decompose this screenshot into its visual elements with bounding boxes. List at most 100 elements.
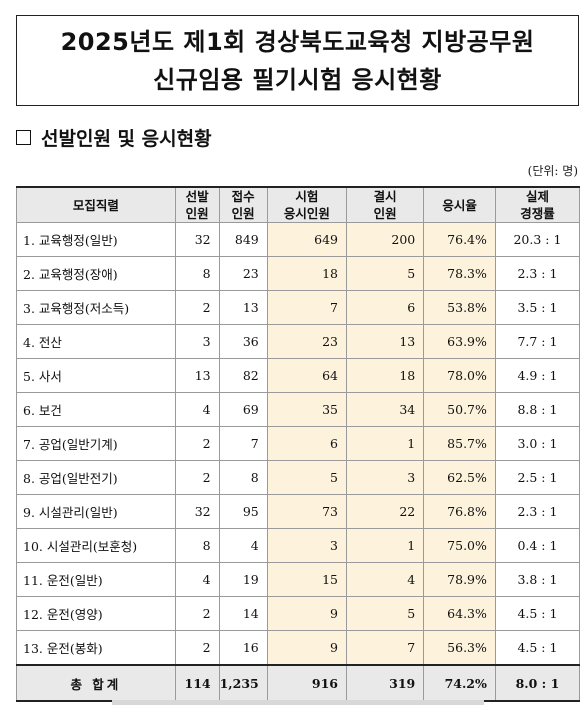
cell-job: 3. 교육행정(저소득) <box>16 290 176 325</box>
cell-selected: 32 <box>174 494 220 529</box>
cell-ratio: 3.0 : 1 <box>494 426 581 461</box>
title-line-2: 신규임용 필기시험 응시현황 <box>153 65 442 94</box>
cell-exam: 64 <box>266 358 347 393</box>
cell-job: 13. 운전(봉화) <box>16 630 176 666</box>
cell-selected: 4 <box>174 392 220 427</box>
cell-ratio: 3.5 : 1 <box>494 290 581 325</box>
header-selected: 선발 인원 <box>174 186 220 223</box>
cell-job: 6. 보건 <box>16 392 176 427</box>
table-row: 4. 전산 3 36 23 13 63.9% 7.7 : 1 <box>16 324 581 359</box>
cell-applied: 95 <box>218 494 268 529</box>
total-rate: 74.2% <box>423 664 496 702</box>
table-row: 5. 사서 13 82 64 18 78.0% 4.9 : 1 <box>16 358 581 393</box>
total-ratio: 8.0 : 1 <box>494 664 581 702</box>
unit-label: (단위: 명) <box>527 164 578 178</box>
cell-ratio: 2.3 : 1 <box>494 256 581 291</box>
header-applied: 접수 인원 <box>218 186 268 223</box>
cell-ratio: 0.4 : 1 <box>494 528 581 563</box>
cell-absent: 18 <box>345 358 425 393</box>
cell-job: 4. 전산 <box>16 324 176 359</box>
cell-applied: 4 <box>218 528 268 563</box>
cell-absent: 4 <box>345 562 425 597</box>
table-row: 10. 시설관리(보훈청) 8 4 3 1 75.0% 0.4 : 1 <box>16 528 581 563</box>
table-row: 8. 공업(일반전기) 2 8 5 3 62.5% 2.5 : 1 <box>16 460 581 495</box>
cell-job: 9. 시설관리(일반) <box>16 494 176 529</box>
cell-rate: 62.5% <box>423 460 496 495</box>
cell-absent: 1 <box>345 426 425 461</box>
cell-applied: 849 <box>218 222 268 257</box>
table-row: 3. 교육행정(저소득) 2 13 7 6 53.8% 3.5 : 1 <box>16 290 581 325</box>
cell-selected: 2 <box>174 460 220 495</box>
header-exam: 시험 응시인원 <box>266 186 347 223</box>
cell-applied: 13 <box>218 290 268 325</box>
cell-selected: 4 <box>174 562 220 597</box>
cell-ratio: 4.5 : 1 <box>494 630 581 666</box>
cell-applied: 8 <box>218 460 268 495</box>
cell-applied: 82 <box>218 358 268 393</box>
cell-rate: 78.3% <box>423 256 496 291</box>
cell-ratio: 2.5 : 1 <box>494 460 581 495</box>
cell-job: 8. 공업(일반전기) <box>16 460 176 495</box>
total-exam: 916 <box>266 664 347 702</box>
cell-selected: 2 <box>174 596 220 631</box>
cell-applied: 16 <box>218 630 268 666</box>
header-job: 모집직렬 <box>16 186 176 223</box>
cell-ratio: 4.5 : 1 <box>494 596 581 631</box>
cell-selected: 8 <box>174 528 220 563</box>
table-row: 7. 공업(일반기계) 2 7 6 1 85.7% 3.0 : 1 <box>16 426 581 461</box>
cell-absent: 1 <box>345 528 425 563</box>
cell-exam: 9 <box>266 596 347 631</box>
cell-rate: 63.9% <box>423 324 496 359</box>
cell-job: 10. 시설관리(보훈청) <box>16 528 176 563</box>
cell-exam: 5 <box>266 460 347 495</box>
cell-job: 2. 교육행정(장애) <box>16 256 176 291</box>
cell-absent: 7 <box>345 630 425 666</box>
cell-exam: 35 <box>266 392 347 427</box>
cell-ratio: 7.7 : 1 <box>494 324 581 359</box>
table-row: 1. 교육행정(일반) 32 849 649 200 76.4% 20.3 : 1 <box>16 222 581 257</box>
cell-ratio: 20.3 : 1 <box>494 222 581 257</box>
cell-ratio: 2.3 : 1 <box>494 494 581 529</box>
cell-exam: 3 <box>266 528 347 563</box>
cell-ratio: 8.8 : 1 <box>494 392 581 427</box>
header-competition: 실제 경쟁률 <box>494 186 581 223</box>
cell-ratio: 3.8 : 1 <box>494 562 581 597</box>
section-title: 선발인원 및 응시현황 <box>41 128 212 150</box>
cell-applied: 14 <box>218 596 268 631</box>
table-row: 13. 운전(봉화) 2 16 9 7 56.3% 4.5 : 1 <box>16 630 581 666</box>
cell-rate: 76.4% <box>423 222 496 257</box>
cell-exam: 15 <box>266 562 347 597</box>
cell-exam: 649 <box>266 222 347 257</box>
cell-applied: 36 <box>218 324 268 359</box>
cell-job: 1. 교육행정(일반) <box>16 222 176 257</box>
cell-job: 12. 운전(영양) <box>16 596 176 631</box>
cell-job: 7. 공업(일반기계) <box>16 426 176 461</box>
cell-applied: 7 <box>218 426 268 461</box>
section-heading: 선발인원 및 응시현황 <box>16 124 212 151</box>
title-box: 2025년도 제1회 경상북도교육청 지방공무원 신규임용 필기시험 응시현황 <box>16 15 579 106</box>
table-row: 12. 운전(영양) 2 14 9 5 64.3% 4.5 : 1 <box>16 596 581 631</box>
table-row: 2. 교육행정(장애) 8 23 18 5 78.3% 2.3 : 1 <box>16 256 581 291</box>
title-line-1: 2025년도 제1회 경상북도교육청 지방공무원 <box>60 27 535 56</box>
cell-rate: 64.3% <box>423 596 496 631</box>
cell-rate: 50.7% <box>423 392 496 427</box>
cell-absent: 5 <box>345 596 425 631</box>
cell-rate: 78.9% <box>423 562 496 597</box>
cell-selected: 8 <box>174 256 220 291</box>
cell-selected: 32 <box>174 222 220 257</box>
cell-absent: 200 <box>345 222 425 257</box>
cell-selected: 2 <box>174 426 220 461</box>
total-absent: 319 <box>345 664 425 702</box>
cell-selected: 13 <box>174 358 220 393</box>
cell-exam: 7 <box>266 290 347 325</box>
cell-selected: 2 <box>174 630 220 666</box>
cell-rate: 78.0% <box>423 358 496 393</box>
cell-exam: 23 <box>266 324 347 359</box>
cell-selected: 2 <box>174 290 220 325</box>
cell-absent: 13 <box>345 324 425 359</box>
square-bullet-icon <box>16 130 31 145</box>
table-row: 6. 보건 4 69 35 34 50.7% 8.8 : 1 <box>16 392 581 427</box>
total-selected: 114 <box>174 664 220 702</box>
cell-exam: 73 <box>266 494 347 529</box>
cell-selected: 3 <box>174 324 220 359</box>
